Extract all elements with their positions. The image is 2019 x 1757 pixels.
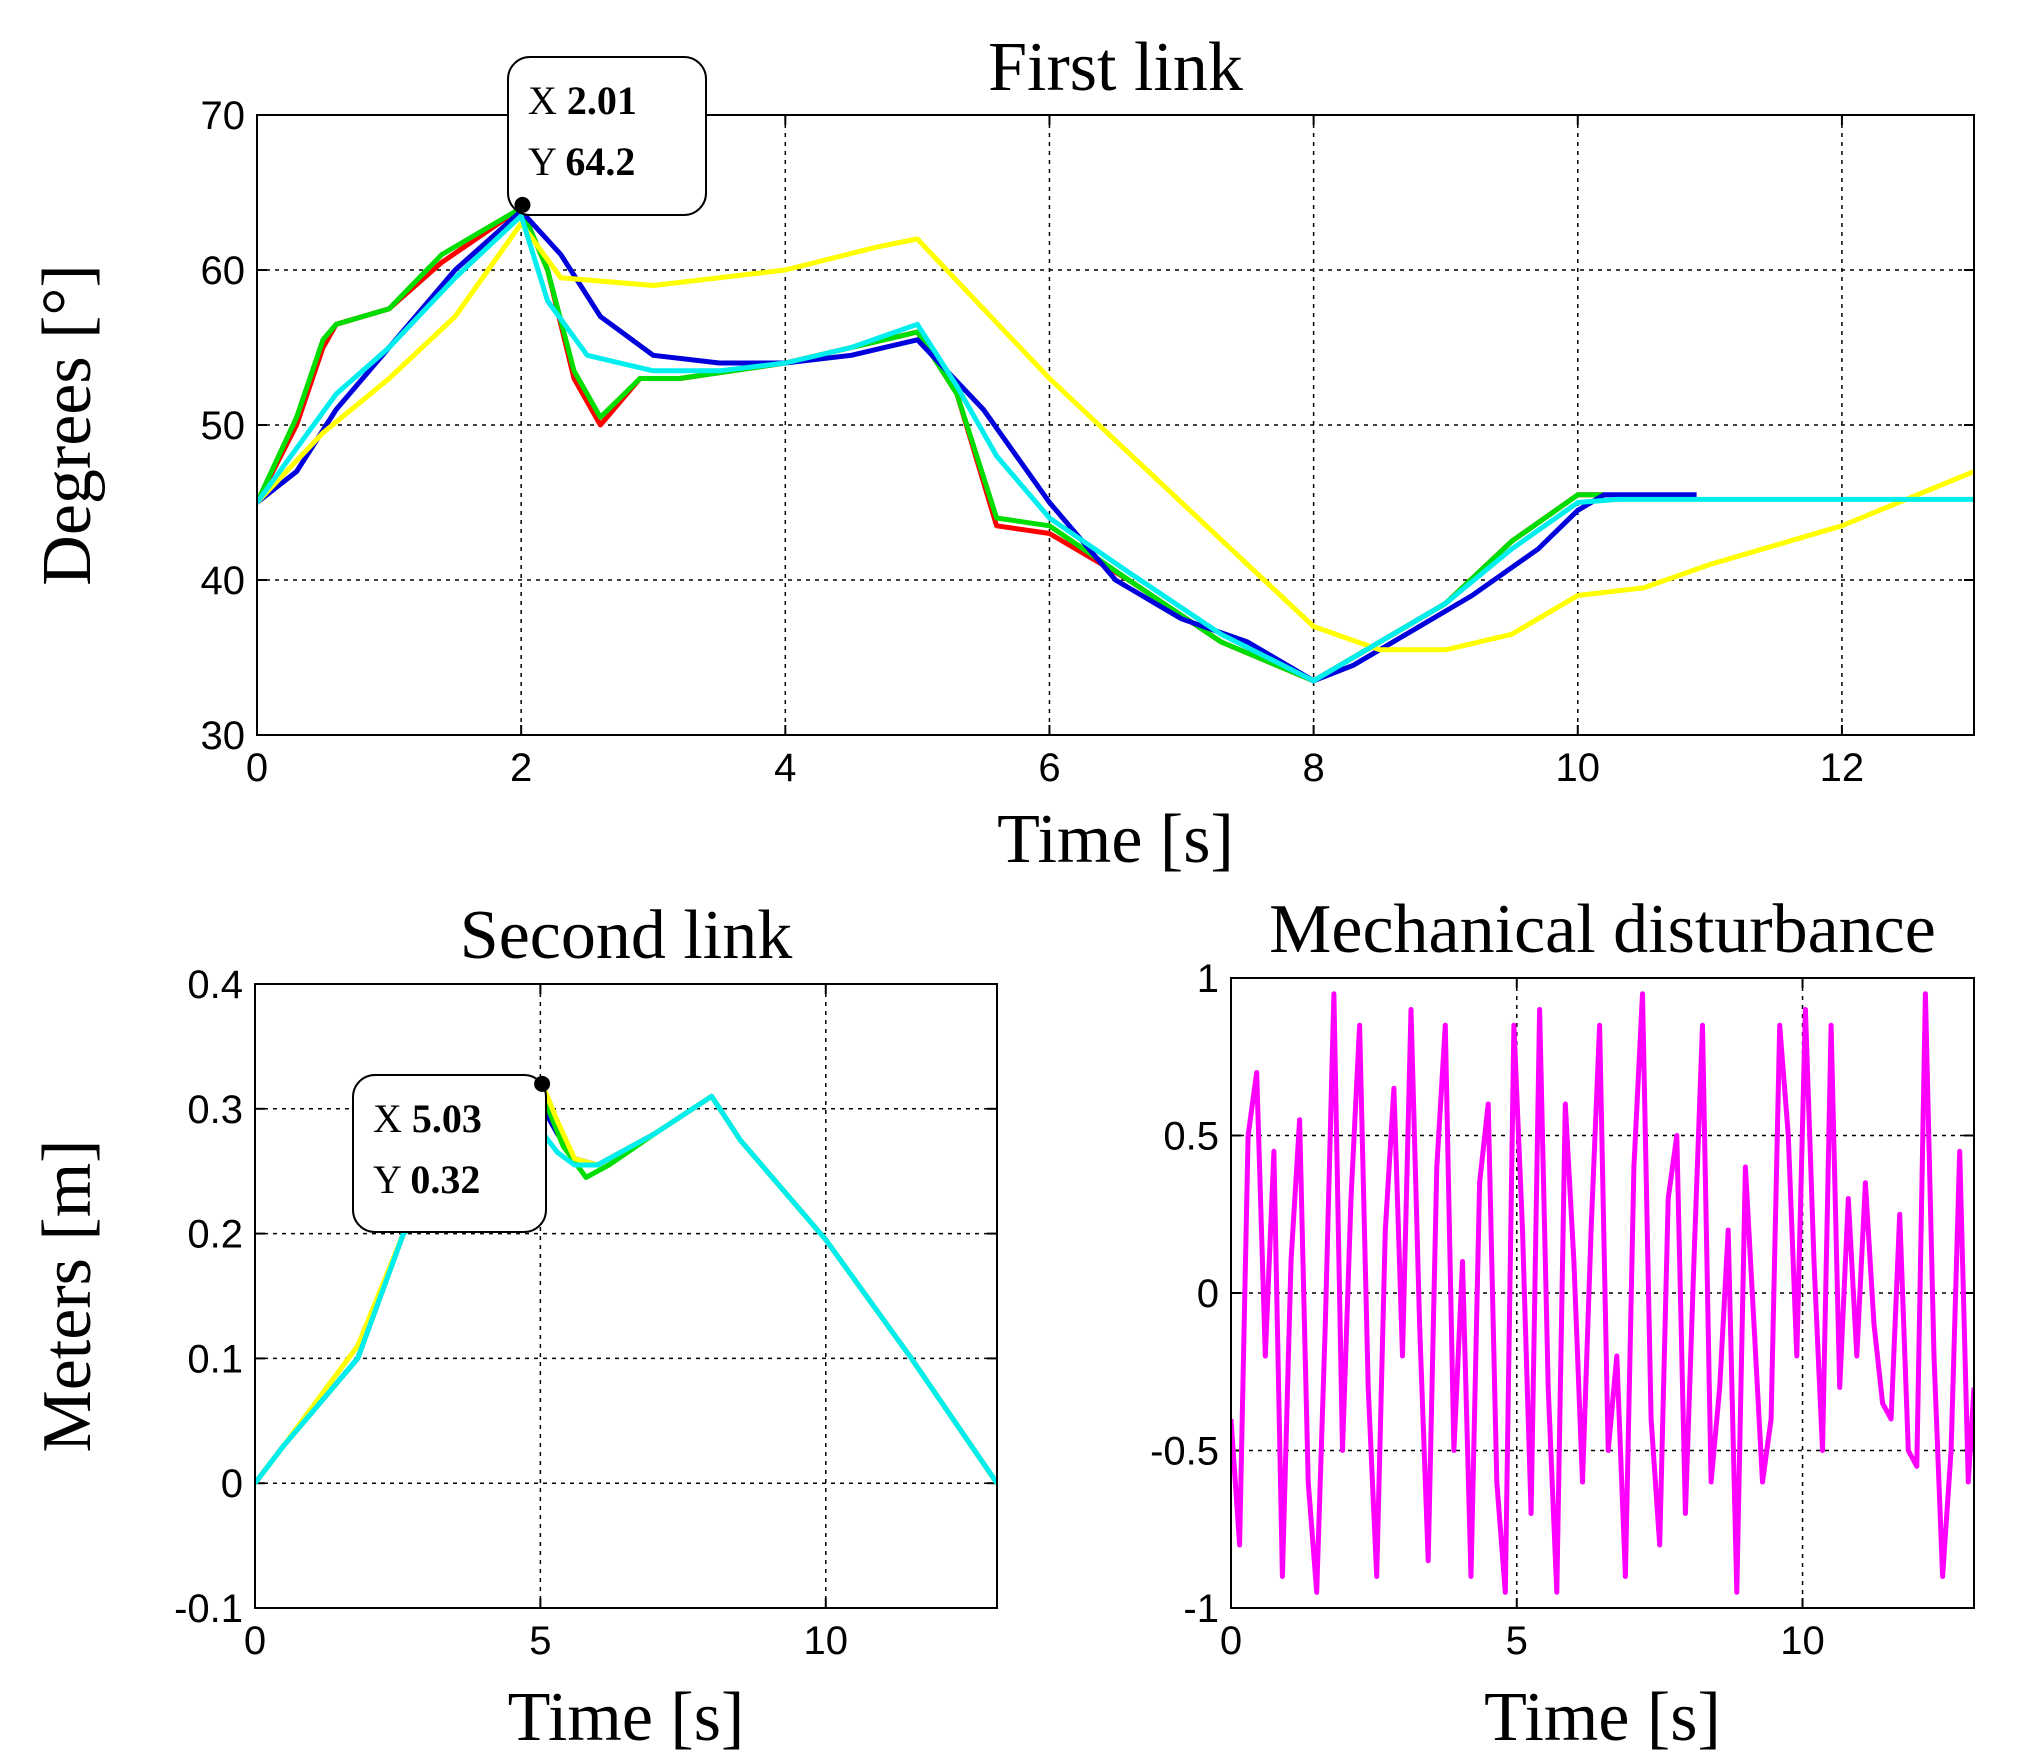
- y-tick-label: 50: [201, 404, 246, 448]
- y-tick-label: 1: [1197, 957, 1219, 1001]
- chart-title: Second link: [460, 897, 792, 974]
- series-line-yellow: [257, 221, 1974, 653]
- y-axis-label: Degrees [°]: [29, 264, 106, 585]
- datatip-marker: [514, 196, 531, 213]
- x-tick-label: 10: [1780, 1619, 1825, 1663]
- series-line-cyan: [257, 213, 1974, 684]
- y-tick-label: 0.2: [187, 1213, 243, 1257]
- plot-frame: [254, 983, 998, 1609]
- datatip-y-value: 0.32: [410, 1157, 480, 1202]
- datatip-x-label: X: [528, 78, 567, 123]
- chart-title: Mechanical disturbance: [1269, 891, 1936, 968]
- x-tick-label: 10: [804, 1619, 849, 1663]
- x-tick-label: 5: [1506, 1619, 1528, 1663]
- chart-first: 0 2 4 6 8 10 12 30 40 50 60 70 First link Time [s] Deg…: [29, 29, 1975, 878]
- plot-frame: [1230, 977, 1975, 1609]
- datatip-x-label: X: [373, 1096, 412, 1141]
- datatip-y-row: Y 64.2: [528, 139, 635, 184]
- x-tick-label: 8: [1302, 746, 1324, 790]
- y-tick-label: 0.5: [1163, 1115, 1219, 1159]
- y-tick-label: 40: [201, 559, 246, 603]
- datatip-marker: [534, 1075, 551, 1092]
- series-line-cyan: [255, 1093, 997, 1485]
- y-tick-label: 30: [201, 714, 246, 758]
- chart-title: First link: [988, 29, 1243, 106]
- x-tick-label: 4: [774, 746, 796, 790]
- y-tick-label: 70: [201, 94, 246, 138]
- datatip-y-label: Y: [528, 139, 565, 184]
- x-axis-label: Time [s]: [1484, 1679, 1721, 1756]
- y-tick-label: 0.4: [187, 963, 243, 1007]
- y-tick-label: -0.5: [1150, 1430, 1219, 1474]
- y-tick-label: -0.1: [174, 1587, 243, 1631]
- datatip-y-row: Y 0.32: [373, 1157, 480, 1202]
- x-tick-label: 0: [246, 746, 268, 790]
- y-tick-label: 0: [221, 1462, 243, 1506]
- plot-frame: [256, 114, 1975, 736]
- series-line-disturbance: [1231, 991, 1974, 1595]
- x-tick-label: 12: [1820, 746, 1865, 790]
- x-tick-label: 6: [1038, 746, 1060, 790]
- y-axis-label: Meters [m]: [29, 1140, 106, 1453]
- y-tick-label: 0: [1197, 1272, 1219, 1316]
- y-tick-label: -1: [1183, 1587, 1219, 1631]
- datatip-y-value: 64.2: [565, 139, 635, 184]
- datatip-box: [507, 56, 707, 216]
- chart-disturbance: 0 5 10 -1 -0.5 0 0.5 1 Mechanical disturbance Tim…: [1150, 891, 1975, 1756]
- y-tick-label: 0.1: [187, 1337, 243, 1381]
- x-tick-label: 0: [244, 1619, 266, 1663]
- x-axis-label: Time [s]: [997, 801, 1234, 878]
- datatip-x-row: X 2.01: [528, 78, 637, 123]
- datatip-x-value: 5.03: [412, 1096, 482, 1141]
- x-tick-label: 2: [510, 746, 532, 790]
- x-tick-label: 0: [1220, 1619, 1242, 1663]
- datatip-y-label: Y: [373, 1157, 410, 1202]
- y-tick-label: 0.3: [187, 1088, 243, 1132]
- datatip: X 5.03Y 0.32: [352, 1074, 551, 1233]
- datatip-x-row: X 5.03: [373, 1096, 482, 1141]
- y-tick-label: 60: [201, 249, 246, 293]
- x-tick-label: 5: [529, 1619, 551, 1663]
- x-axis-label: Time [s]: [508, 1679, 745, 1756]
- datatip-box: [352, 1074, 547, 1233]
- datatip-x-value: 2.01: [567, 78, 637, 123]
- x-tick-label: 10: [1556, 746, 1601, 790]
- datatip: X 2.01Y 64.2: [507, 56, 707, 216]
